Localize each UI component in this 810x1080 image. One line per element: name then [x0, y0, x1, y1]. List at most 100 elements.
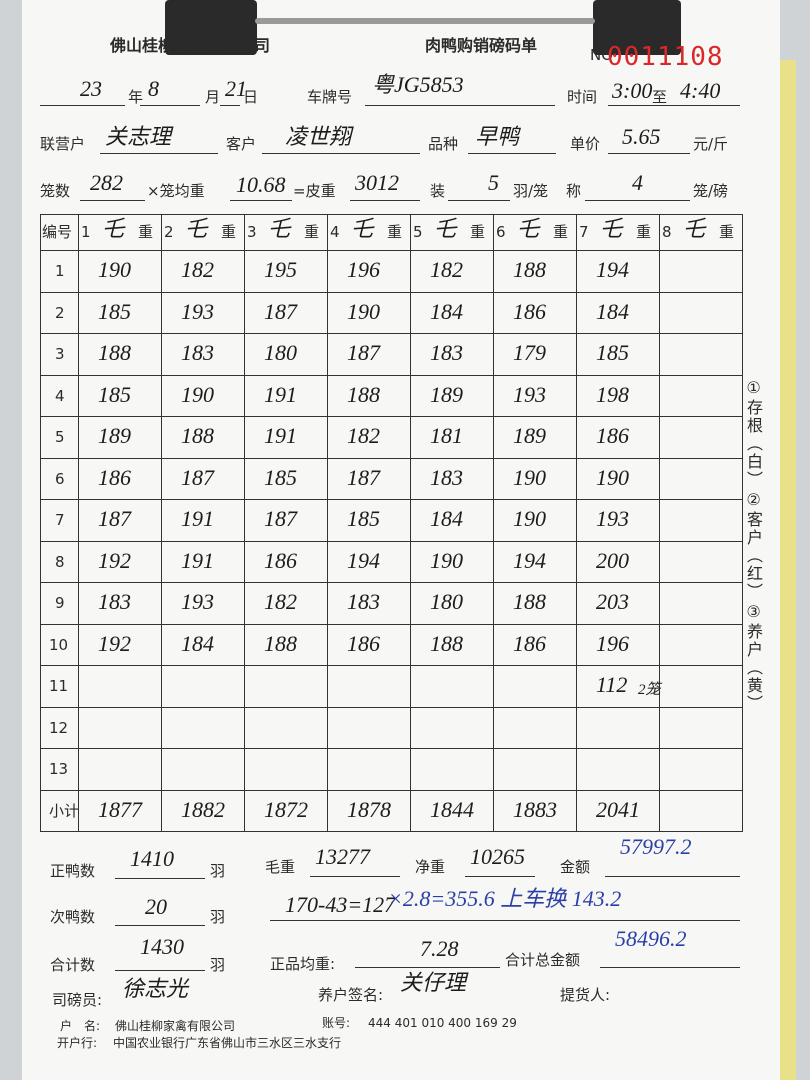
column-label: 重 — [636, 223, 652, 241]
per-cage-unit: 羽/笼 — [513, 182, 549, 200]
weight-value: 185 — [596, 340, 629, 365]
weight-value: 181 — [430, 423, 463, 448]
plate-label: 车牌号 — [307, 88, 353, 106]
yellow-copy-edge — [778, 60, 796, 1080]
breed: 早鸭 — [475, 124, 520, 149]
table-cell — [659, 748, 743, 791]
underline — [350, 200, 420, 201]
weight-value: 195 — [264, 257, 297, 282]
weight-value: 188 — [513, 589, 546, 614]
clipboard-clip — [593, 0, 681, 55]
table-cell — [659, 540, 743, 583]
column-mark: 乇 — [434, 216, 457, 241]
column-mark: 乇 — [600, 216, 623, 241]
weight-value: 186 — [98, 464, 131, 490]
gross: 13277 — [315, 844, 370, 869]
table-cell — [78, 706, 162, 749]
column-label: 重 — [304, 223, 320, 241]
weight-value: 186 — [513, 630, 546, 656]
table-cell — [659, 706, 743, 749]
row-label: 9 — [55, 594, 65, 612]
customer-label: 客户 — [226, 135, 257, 153]
weight-value: 183 — [430, 464, 463, 490]
weight-value: 184 — [181, 630, 214, 656]
weight-value: 179 — [513, 340, 546, 365]
cage-note: 2笼 — [638, 682, 661, 698]
weight-value: 187 — [347, 340, 380, 365]
account-name: 佛山桂柳家禽有限公司 — [115, 1019, 236, 1033]
month: 8 — [148, 76, 159, 101]
underline — [365, 105, 555, 106]
total-amount-label: 合计总金额 — [505, 951, 581, 969]
weight-value: 193 — [596, 506, 629, 531]
weigh-unit: 笼/磅 — [693, 182, 729, 200]
table-cell — [244, 665, 328, 708]
weight-value: 188 — [347, 381, 380, 407]
bank: 中国农业银行广东省佛山市三水区三水支行 — [113, 1036, 342, 1050]
sub-unit: 羽 — [210, 908, 226, 926]
net-label: 净重 — [415, 858, 446, 876]
column-label: 重 — [553, 223, 569, 241]
copy-label: ③养户（黄） — [744, 602, 763, 713]
table-cell — [78, 665, 162, 708]
good-label: 正鸭数 — [50, 862, 96, 880]
column-label: 重 — [138, 223, 154, 241]
weight-value: 186 — [264, 547, 297, 573]
row-label: 3 — [55, 345, 65, 363]
column-label: 重 — [470, 223, 486, 241]
good: 1410 — [130, 846, 174, 871]
column-number: 5 — [413, 223, 423, 241]
underline — [270, 920, 740, 921]
year: 23 — [80, 76, 102, 101]
sub: 20 — [145, 894, 167, 919]
weight-value: 185 — [98, 298, 131, 324]
weight-value: 183 — [98, 589, 131, 614]
weight-value: 180 — [430, 589, 463, 614]
weight-value: 187 — [98, 506, 131, 531]
column-number: 2 — [164, 223, 174, 241]
row-label: 5 — [55, 428, 65, 446]
table-cell — [161, 665, 245, 708]
weigher-label: 司磅员: — [52, 991, 103, 1009]
underline — [115, 925, 205, 926]
weight-value: 189 — [513, 423, 546, 448]
pickup-label: 提货人: — [560, 986, 611, 1004]
price: 5.65 — [622, 124, 661, 149]
underline — [40, 105, 125, 106]
farmer: 关仔理 — [400, 970, 467, 995]
price-label: 单价 — [570, 135, 601, 153]
column-mark: 乇 — [351, 216, 374, 241]
time-label: 时间 — [567, 88, 598, 106]
customer: 凌世翔 — [285, 124, 352, 149]
column-label: 重 — [221, 223, 237, 241]
underline — [355, 967, 500, 968]
cages-label: 笼数 — [40, 182, 71, 200]
weight-value: 198 — [596, 381, 629, 407]
weight-value: 187 — [181, 464, 214, 490]
underline — [310, 876, 400, 877]
weight-value: 193 — [181, 589, 214, 614]
weight-value: 188 — [181, 423, 214, 448]
row-label: 13 — [49, 760, 69, 778]
underline — [220, 105, 240, 106]
weight-value: 180 — [264, 340, 297, 365]
table-cell — [659, 333, 743, 376]
underline — [608, 105, 740, 106]
total: 1430 — [140, 934, 184, 959]
weight-value: 182 — [347, 423, 380, 448]
weight-value: 189 — [430, 381, 463, 407]
table-cell — [659, 457, 743, 500]
table-cell — [161, 748, 245, 791]
weight-value: 185 — [347, 506, 380, 531]
copy-label: ②客户（红） — [744, 490, 763, 601]
weigh: 4 — [632, 170, 643, 195]
weight-value: 1844 — [430, 796, 474, 822]
good-unit: 羽 — [210, 862, 226, 880]
partner: 关志理 — [105, 124, 172, 149]
total-label: 合计数 — [50, 956, 96, 974]
weight-value: 112 — [596, 672, 628, 697]
account-label: 账号: — [322, 1016, 351, 1030]
weight-value: 184 — [430, 506, 463, 531]
